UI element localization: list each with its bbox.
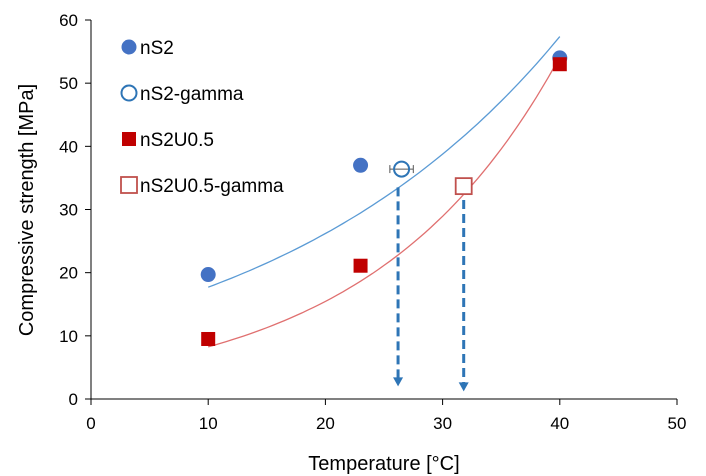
point-nS2-gamma (393, 160, 411, 178)
point-nS2U0.5-gamma (454, 177, 473, 196)
legend-marker-nS2-gamma (120, 84, 138, 102)
x-tick-label: 0 (86, 414, 95, 433)
x-tick-label: 50 (668, 414, 687, 433)
y-axis-title: Compressive strength [MPa] (16, 84, 38, 336)
legend: nS2 nS2-gamma nS2U0.5 nS2U0.5-gamma (120, 38, 284, 197)
y-tick-label: 10 (59, 327, 78, 346)
legend-marker-nS2U0.5 (122, 132, 136, 146)
trendlines (207, 36, 561, 348)
legend-label: nS2U0.5-gamma (140, 176, 284, 197)
y-tick-label: 50 (59, 74, 78, 93)
axes: 0 10 20 30 40 50 60 0 10 20 30 40 50 (59, 11, 686, 433)
x-tick-label: 20 (316, 414, 335, 433)
y-tick-label: 60 (59, 11, 78, 30)
arrow-head (393, 377, 404, 387)
y-tick-label: 0 (69, 390, 78, 409)
point-nS2U0.5 (552, 57, 567, 72)
x-tick-label: 30 (433, 414, 452, 433)
arrow-head (458, 382, 469, 392)
annotations (393, 187, 469, 392)
y-tick-label: 20 (59, 264, 78, 283)
legend-marker-nS2 (121, 39, 137, 55)
point-nS2 (200, 267, 216, 283)
trendline-nS2 (207, 36, 561, 288)
x-tick-label: 40 (550, 414, 569, 433)
legend-label: nS2U0.5 (140, 130, 214, 151)
x-tick-label: 10 (199, 414, 218, 433)
trendline-nS2U0.5 (208, 56, 561, 348)
data-points (200, 50, 568, 346)
y-tick-label: 30 (59, 201, 78, 220)
legend-label: nS2-gamma (140, 84, 244, 105)
point-nS2U0.5 (201, 331, 216, 346)
y-tick-label: 40 (59, 137, 78, 156)
point-nS2U0.5 (353, 258, 368, 273)
legend-label: nS2 (140, 38, 174, 59)
legend-marker-nS2U0.5-gamma (120, 176, 138, 194)
x-axis-title: Temperature [°C] (308, 453, 459, 475)
point-nS2 (353, 157, 369, 173)
